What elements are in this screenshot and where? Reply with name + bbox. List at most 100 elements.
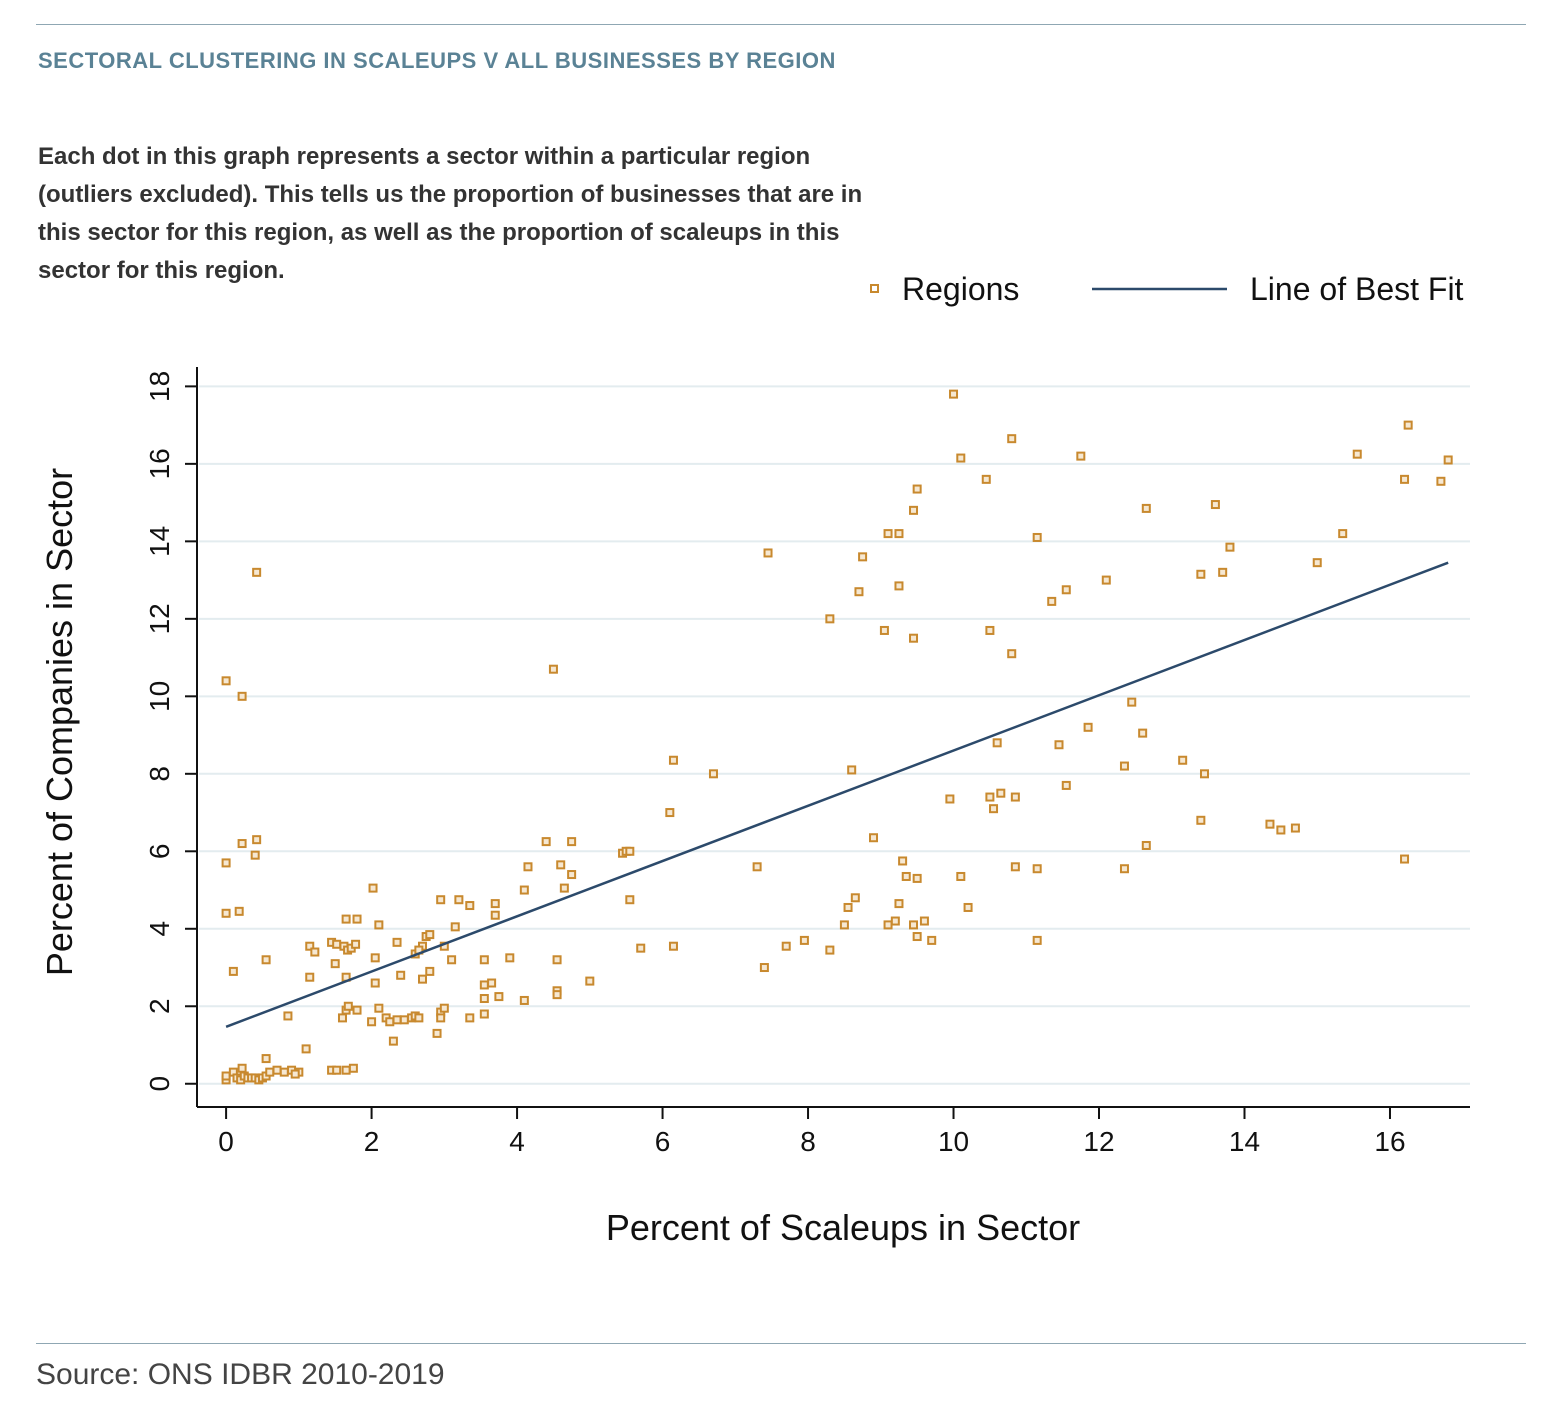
data-point: [1076, 451, 1086, 461]
data-point: [1141, 503, 1151, 513]
data-point: [981, 474, 991, 484]
data-point: [912, 873, 922, 883]
data-point: [963, 902, 973, 912]
data-point: [1101, 575, 1111, 585]
data-point: [989, 804, 999, 814]
data-point: [370, 953, 380, 963]
data-point: [1403, 420, 1413, 430]
y-axis-title: Percent of Companies in Sector: [39, 468, 80, 976]
data-point: [279, 1067, 289, 1077]
data-point: [261, 1054, 271, 1064]
data-point: [494, 992, 504, 1002]
data-point: [869, 833, 879, 843]
x-tick-label: 0: [218, 1126, 234, 1157]
data-point: [341, 1065, 351, 1075]
data-point: [992, 738, 1002, 748]
data-point: [332, 1065, 342, 1075]
data-point: [909, 633, 919, 643]
data-point: [1290, 823, 1300, 833]
data-point: [763, 548, 773, 558]
data-point: [636, 943, 646, 953]
data-point: [927, 935, 937, 945]
y-tick-label: 14: [144, 526, 175, 557]
data-point: [479, 980, 489, 990]
data-point: [956, 453, 966, 463]
data-point: [221, 908, 231, 918]
data-point: [1127, 697, 1137, 707]
data-point: [854, 587, 864, 597]
data-point: [1400, 854, 1410, 864]
data-point: [310, 947, 320, 957]
y-tick-label: 6: [144, 844, 175, 860]
data-point: [668, 755, 678, 765]
data-point: [898, 856, 908, 866]
data-point: [450, 922, 460, 932]
data-point: [439, 1003, 449, 1013]
data-point: [392, 1015, 402, 1025]
data-point: [305, 972, 315, 982]
data-point: [1312, 558, 1322, 568]
data-point: [272, 1065, 282, 1075]
data-point: [985, 625, 995, 635]
data-point: [985, 792, 995, 802]
data-point: [1338, 529, 1348, 539]
legend-fit-label: Line of Best Fit: [1250, 271, 1464, 307]
data-point: [1007, 434, 1017, 444]
x-tick-label: 16: [1374, 1126, 1405, 1157]
scatter-chart: 0 2 4 6 8 10 12 14 16 18 0 2 4 6 8 10 12 14 16 Percent of…: [39, 271, 1470, 1248]
data-point: [261, 955, 271, 965]
data-point: [370, 978, 380, 988]
data-point: [850, 893, 860, 903]
x-tick-label: 8: [800, 1126, 816, 1157]
data-point: [465, 1013, 475, 1023]
data-point: [890, 916, 900, 926]
data-point: [283, 1011, 293, 1021]
data-point: [949, 389, 959, 399]
data-point: [343, 1001, 353, 1011]
data-point: [330, 959, 340, 969]
data-point: [265, 1067, 275, 1077]
data-point: [367, 1017, 377, 1027]
data-point: [625, 846, 635, 856]
data-point: [847, 765, 857, 775]
legend-regions-label: Regions: [902, 271, 1019, 307]
data-point: [436, 1013, 446, 1023]
data-point: [1352, 449, 1362, 459]
data-point: [425, 966, 435, 976]
data-point: [1047, 596, 1057, 606]
data-point: [490, 910, 500, 920]
x-tick-label: 10: [938, 1126, 969, 1157]
data-point: [559, 883, 569, 893]
data-point: [465, 901, 475, 911]
data-point: [541, 837, 551, 847]
data-point: [1083, 722, 1093, 732]
data-point: [1138, 728, 1148, 738]
data-point: [414, 1013, 424, 1023]
y-tick-label: 12: [144, 603, 175, 634]
data-point: [221, 858, 231, 868]
data-point: [901, 871, 911, 881]
data-point: [708, 769, 718, 779]
data-point: [625, 895, 635, 905]
data-point: [1178, 755, 1188, 765]
y-tick-label: 18: [144, 371, 175, 402]
y-axis-ticks: 0 2 4 6 8 10 12 14 16 18: [144, 371, 197, 1092]
data-point: [301, 1044, 311, 1054]
data-point: [909, 505, 919, 515]
data-point: [396, 970, 406, 980]
data-point: [883, 529, 893, 539]
data-point: [1199, 769, 1209, 779]
y-tick-label: 10: [144, 681, 175, 712]
data-point: [996, 788, 1006, 798]
y-tick-label: 2: [144, 998, 175, 1014]
data-point: [479, 1009, 489, 1019]
data-point: [825, 945, 835, 955]
data-point: [519, 995, 529, 1005]
data-point: [436, 895, 446, 905]
data-point: [1061, 585, 1071, 595]
data-point: [490, 899, 500, 909]
data-point: [1119, 864, 1129, 874]
data-point: [909, 920, 919, 930]
x-tick-label: 14: [1229, 1126, 1260, 1157]
y-tick-label: 0: [144, 1076, 175, 1092]
